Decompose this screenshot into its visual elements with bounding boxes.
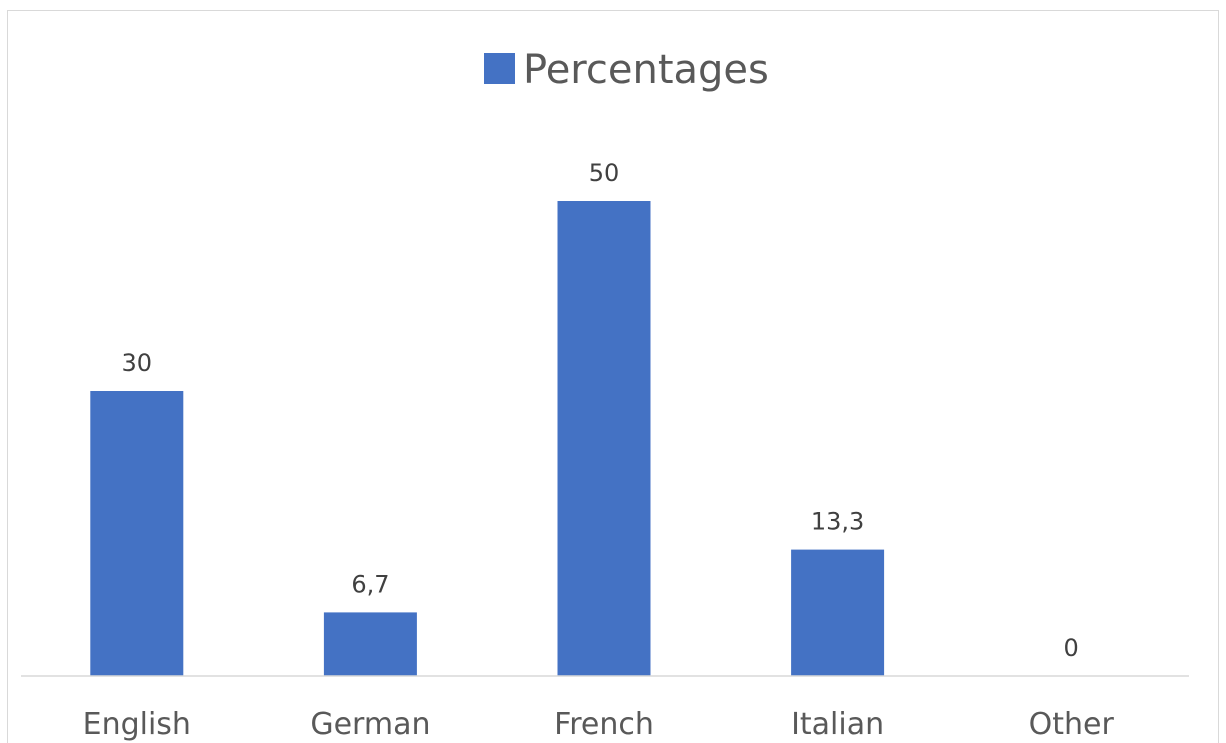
category-label-other: Other	[1029, 707, 1115, 742]
bars-group	[90, 201, 885, 676]
category-label-italian: Italian	[791, 707, 884, 742]
bar-french	[557, 201, 651, 676]
data-label-french: 50	[589, 159, 620, 187]
data-label-other: 0	[1064, 634, 1079, 662]
category-labels-group: English German French Italian Other	[83, 707, 1115, 742]
legend-label: Percentages	[523, 47, 769, 93]
legend-swatch	[484, 53, 515, 84]
category-label-english: English	[83, 707, 191, 742]
bar-italian	[791, 549, 885, 676]
category-label-french: French	[554, 707, 654, 742]
category-label-german: German	[310, 707, 430, 742]
data-labels-group: 30 6,7 50 13,3 0	[122, 159, 1079, 662]
data-label-german: 6,7	[351, 570, 389, 598]
data-label-english: 30	[122, 349, 153, 377]
data-label-italian: 13,3	[811, 508, 864, 536]
bar-english	[90, 391, 184, 676]
legend: Percentages	[484, 47, 769, 93]
bar-german	[323, 612, 417, 676]
